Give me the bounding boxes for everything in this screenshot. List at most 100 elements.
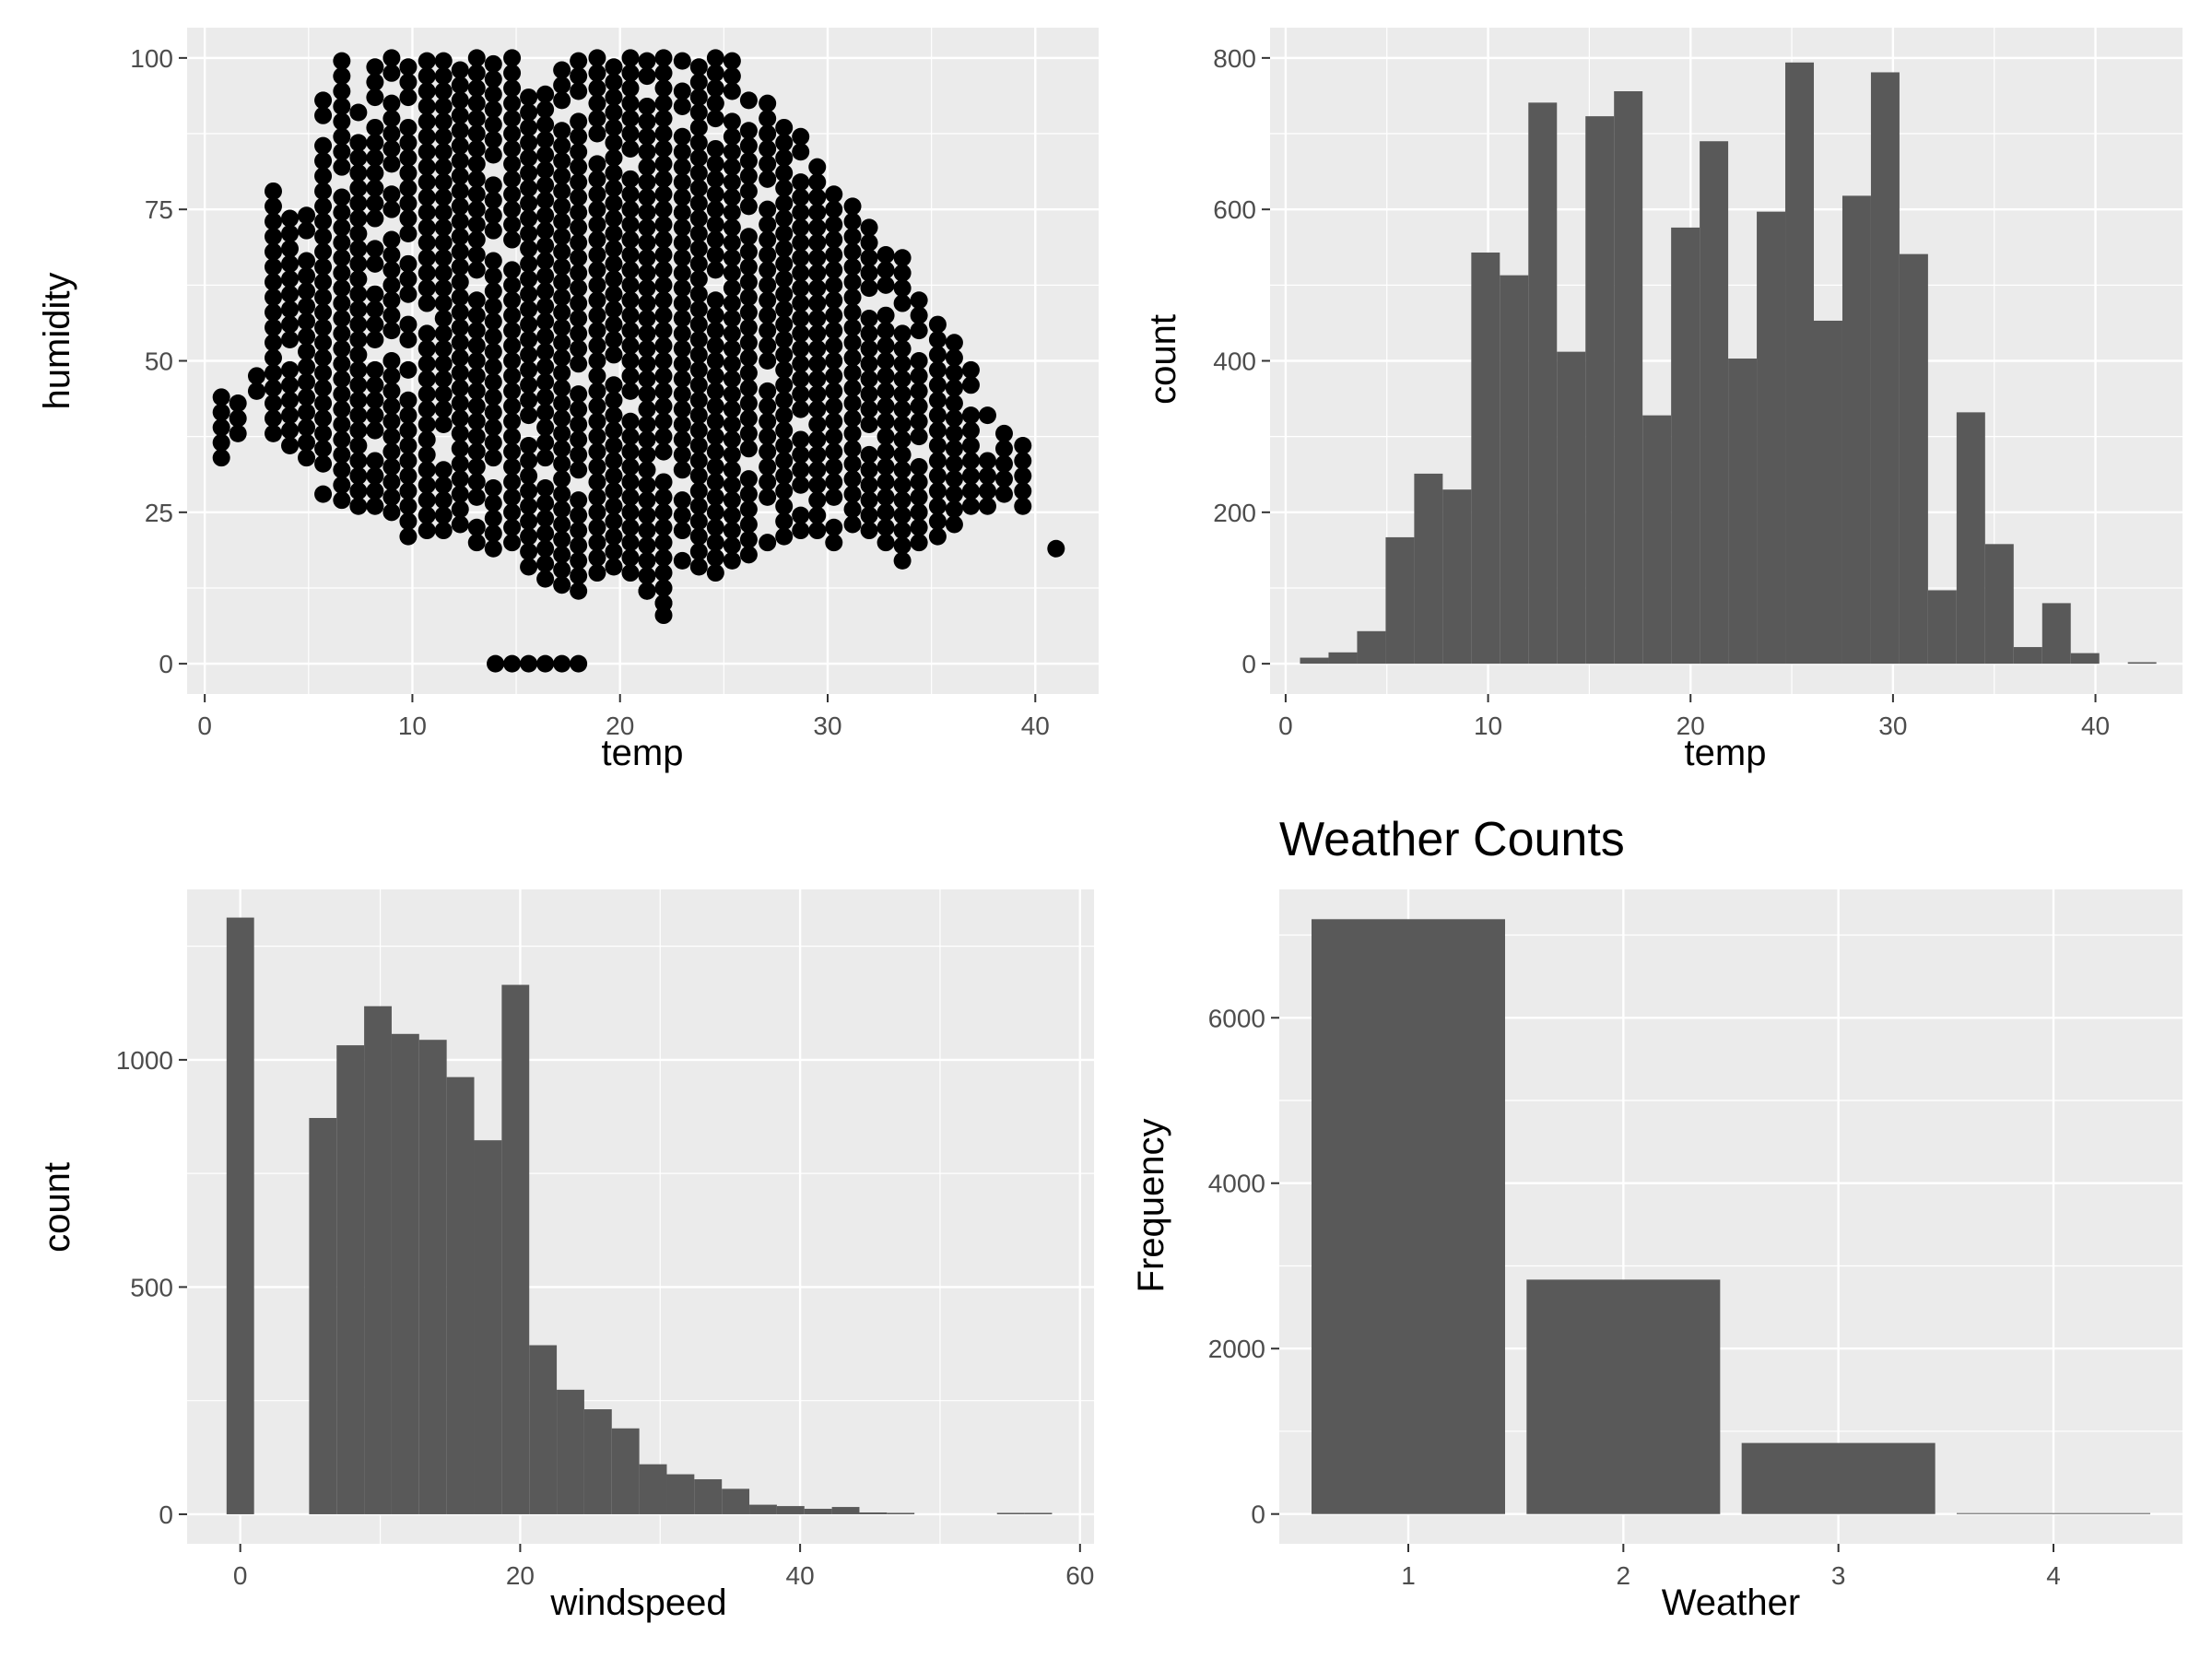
scatter-point: [536, 176, 555, 194]
scatter-point: [382, 291, 401, 310]
scatter-point: [382, 382, 401, 400]
scatter-point: [808, 522, 827, 540]
scatter-point: [605, 179, 623, 197]
windspeed-hist-bar: [557, 1389, 584, 1514]
windspeed-hist-bar: [474, 1140, 502, 1514]
scatter-point: [638, 522, 656, 540]
scatter-point: [314, 136, 333, 155]
scatter-point: [314, 334, 333, 352]
scatter-point: [928, 421, 947, 440]
scatter-point: [877, 245, 895, 264]
weather-bar: [1526, 1279, 1721, 1514]
scatter-point: [588, 306, 606, 324]
scatter-point: [570, 567, 588, 585]
scatter-point: [570, 582, 588, 600]
scatter-point: [893, 536, 912, 555]
scatter-point: [621, 170, 640, 188]
scatter-point: [792, 249, 810, 267]
scatter-point: [621, 336, 640, 355]
scatter-point: [945, 454, 963, 473]
scatter-point: [418, 97, 436, 115]
scatter-point: [621, 534, 640, 552]
scatter-point: [910, 382, 928, 400]
scatter-point: [503, 503, 522, 522]
scatter-point: [281, 376, 300, 394]
scatter-point: [418, 385, 436, 404]
scatter-point: [333, 97, 351, 115]
scatter-point: [484, 358, 502, 376]
scatter-point: [314, 409, 333, 428]
scatter-point: [588, 64, 606, 82]
scatter-point: [536, 131, 555, 149]
scatter-point: [503, 155, 522, 173]
scatter-point: [605, 391, 623, 409]
scatter-point: [689, 179, 708, 197]
scatter-point: [689, 148, 708, 167]
scatter-point: [418, 279, 436, 298]
scatter-point: [382, 352, 401, 370]
scatter-point: [654, 548, 673, 567]
scatter-point: [928, 527, 947, 546]
scatter-point: [638, 233, 656, 252]
temp-hist-bar: [1757, 211, 1786, 665]
scatter-point: [570, 173, 588, 192]
scatter-point: [739, 242, 758, 261]
scatter-point: [877, 534, 895, 552]
scatter-point: [654, 200, 673, 218]
scatter-point: [739, 273, 758, 291]
scatter-point: [808, 309, 827, 327]
scatter-point: [910, 518, 928, 536]
scatter-point: [759, 382, 777, 400]
scatter-point: [264, 197, 282, 216]
scatter-point: [349, 103, 368, 122]
scatter-point: [605, 58, 623, 76]
scatter-point: [961, 437, 980, 455]
scatter-point: [382, 428, 401, 446]
scatter-point: [877, 412, 895, 430]
scatter-point: [382, 276, 401, 294]
scatter-point: [553, 167, 571, 185]
scatter-point: [654, 428, 673, 446]
scatter-point: [843, 258, 862, 276]
scatter-point: [298, 312, 316, 331]
scatter-point: [418, 430, 436, 449]
scatter-point: [843, 334, 862, 352]
scatter-point: [588, 185, 606, 204]
scatter-point: [588, 473, 606, 491]
scatter-point: [723, 506, 741, 524]
scatter-point: [825, 382, 843, 400]
scatter-point: [298, 297, 316, 315]
scatter-point: [570, 536, 588, 555]
scatter-point: [349, 346, 368, 364]
scatter-point: [775, 179, 794, 197]
scatter-point: [706, 139, 724, 158]
scatter-point: [775, 148, 794, 167]
scatter-point: [553, 152, 571, 171]
scatter-point: [536, 115, 555, 134]
scatter-point: [382, 367, 401, 385]
scatter-point: [570, 188, 588, 206]
scatter-point: [792, 385, 810, 404]
scatter-point: [621, 382, 640, 400]
weather-x-tick-label: 4: [2046, 1561, 2061, 1590]
temp-hist-x-tick-label: 30: [1878, 712, 1907, 740]
scatter-point: [264, 348, 282, 367]
scatter-point: [621, 245, 640, 264]
scatter-point: [706, 79, 724, 98]
windspeed-hist-x-tick-label: 0: [233, 1561, 248, 1590]
scatter-point: [349, 300, 368, 319]
scatter-point: [739, 334, 758, 352]
scatter-point: [1014, 497, 1032, 515]
scatter-point: [775, 330, 794, 348]
scatter-point: [689, 482, 708, 500]
scatter-point: [723, 218, 741, 237]
scatter-point: [503, 124, 522, 143]
scatter-point: [654, 382, 673, 400]
scatter-point: [654, 79, 673, 98]
scatter-point: [399, 406, 418, 425]
scatter-point: [638, 112, 656, 131]
scatter-point: [536, 524, 555, 543]
scatter-point: [382, 49, 401, 67]
scatter-point: [298, 449, 316, 467]
scatter-point: [503, 352, 522, 370]
